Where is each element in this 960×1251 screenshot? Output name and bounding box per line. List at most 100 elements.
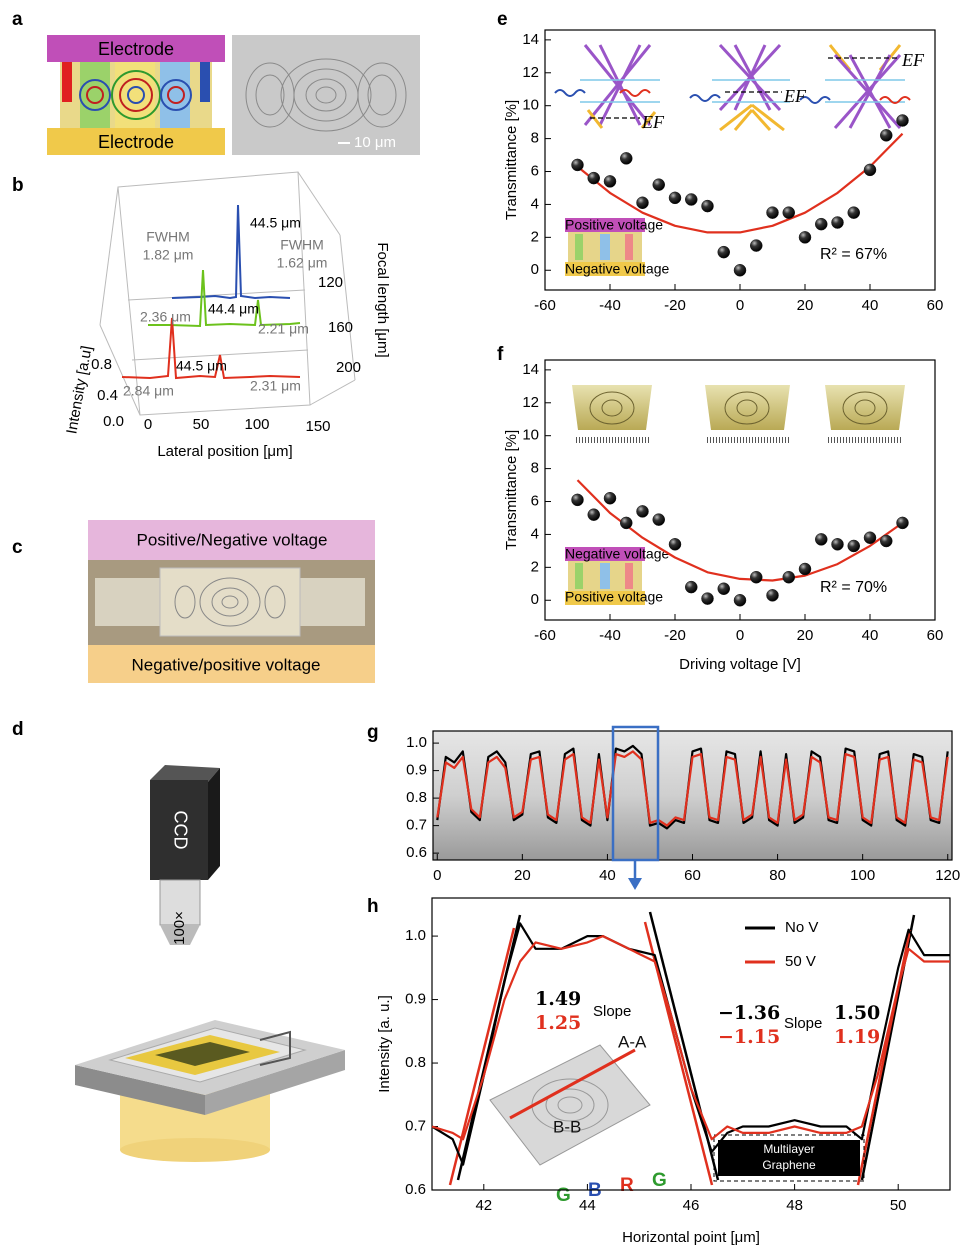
y-tick-label: 200 [336,359,361,376]
panel-label: b [12,175,24,196]
y-tick-label: 0.7 [406,817,427,834]
x-tick-label: -20 [664,297,686,314]
y-tick-label: 0.6 [405,1181,426,1198]
data-point [637,505,649,517]
band-diagram [555,45,910,130]
x-tick-label: 42 [475,1197,492,1214]
data-point [685,581,697,593]
data-point [848,540,860,552]
slope-label: Slope [784,1015,822,1032]
y-tick-label: 4 [531,525,539,542]
x-tick-label: 80 [769,867,786,884]
inset-label: G [556,1185,571,1206]
x-tick-label: -20 [664,627,686,644]
data-point [864,164,876,176]
x-tick-label: 48 [786,1197,803,1214]
data-point [702,200,714,212]
x-tick-label: 46 [683,1197,700,1214]
data-point [669,192,681,204]
x-tick-label: -40 [599,297,621,314]
data-point [572,494,584,506]
data-point [702,593,714,605]
data-point [653,514,665,526]
slope-value: 1.19 [834,1026,880,1048]
data-point [604,175,616,187]
data-point [864,532,876,544]
panel-label: c [12,537,23,558]
y-tick-label: 120 [318,274,343,291]
x-tick-label: 44 [579,1197,596,1214]
data-point [604,492,616,504]
annotation: FWHM [280,237,324,253]
scale-bar-label: 10 μm [354,134,396,151]
data-point [832,538,844,550]
y-tick-label: 1.0 [406,734,427,751]
fit-annotation: R² = 70% [820,579,887,596]
x-tick-label: 40 [862,297,879,314]
data-point [897,115,909,127]
annotation: 2.36 μm [140,309,191,325]
electrode-label: Electrode [98,39,174,59]
y-tick-label: 10 [522,427,539,444]
x-axis-label: Driving voltage [V] [679,656,801,673]
lens-images [565,385,905,605]
data-point [880,129,892,141]
y-tick-label: 1.0 [405,927,426,944]
x-tick-label: 20 [797,297,814,314]
inset-label: Positive voltage [565,217,663,233]
annotation: 1.62 μm [277,255,328,271]
x-tick-label: 40 [862,627,879,644]
y-tick-label: 14 [522,31,539,48]
y-axis-label: Intensity [a. u.] [376,995,393,1093]
electrode-label: Electrode [98,132,174,152]
x-tick-label: -60 [534,297,556,314]
x-tick-label: 100 [850,867,875,884]
data-point [734,594,746,606]
y-tick-label: 14 [522,361,539,378]
y-tick-label: 10 [522,97,539,114]
y-tick-label: 0.7 [405,1117,426,1134]
annotation: 1.82 μm [143,247,194,263]
annotation: 44.5 μm [176,358,227,374]
data-point [767,589,779,601]
data-point [880,535,892,547]
y-tick-label: 6 [531,492,539,509]
inset-label: Negative voltage [565,261,670,277]
electrode-label: Positive/Negative voltage [137,530,328,549]
x-tick-label: 120 [935,867,960,884]
x-tick-label: -60 [534,627,556,644]
y-tick-label: 160 [328,319,353,336]
y-tick-label: 0 [531,261,539,278]
annotation: 2.31 μm [250,378,301,394]
z-tick-label: 0.0 [103,413,124,430]
annotation: 44.4 μm [208,301,259,317]
x-tick-label: 20 [514,867,531,884]
figure: a b c d e f g h Electrode Electrode 10 μ… [0,0,960,1251]
x-tick-label: 60 [927,627,944,644]
data-point [637,197,649,209]
x-tick-label: 20 [797,627,814,644]
objective-label: 100× [171,911,188,945]
fermi-label: EF [901,50,925,70]
x-tick-label: 60 [927,297,944,314]
x-tick-label: 0 [736,627,744,644]
data-point [799,231,811,243]
y-tick-label: 12 [522,394,539,411]
fit-annotation: R² = 67% [820,246,887,263]
y-tick-label: 2 [531,228,539,245]
inset-label: A-A [618,1032,647,1051]
3d-plot [100,172,355,415]
annotation: 2.21 μm [258,321,309,337]
data-point [588,509,600,521]
x-tick-label: -40 [599,627,621,644]
data-point [653,179,665,191]
x-tick-label: 0 [144,416,152,433]
data-point [718,246,730,258]
panel-label: d [12,719,24,740]
x-tick-label: 40 [599,867,616,884]
data-point [750,240,762,252]
x-tick-label: 150 [305,418,330,435]
slope-value: −1.15 [718,1026,780,1048]
fermi-label: EF [783,86,807,106]
inset-label: G [652,1170,667,1191]
